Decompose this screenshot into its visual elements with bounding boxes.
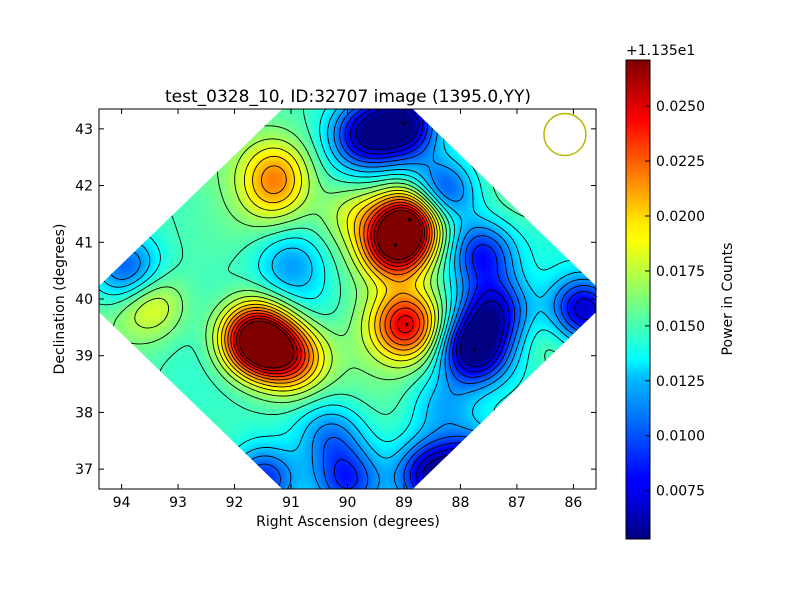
x-tick-label-7: 87	[508, 495, 526, 511]
peak-marker-3	[402, 121, 406, 125]
y-axis-label: Declination (degrees)	[52, 224, 68, 375]
colorbar-tick-label-0: 0.0075	[656, 484, 705, 500]
contour-level-10	[216, 147, 441, 392]
colorbar-tick-label-7: 0.0250	[656, 99, 705, 115]
peak-marker-2	[405, 322, 409, 327]
colorbar-ticks: 0.0075 0.0100 0.0125 0.0150 0.0175 0.0200 0.02…	[645, 99, 705, 500]
peak-markers	[393, 121, 479, 471]
y-tick-label-6: 43	[75, 122, 93, 138]
x-tick-label-4: 90	[339, 495, 357, 511]
colorbar-label: Power in Counts	[720, 243, 736, 356]
x-tick-label-2: 92	[226, 495, 244, 511]
beam-marker	[543, 112, 587, 157]
peak-marker-0	[393, 243, 398, 247]
x-tick-label-3: 91	[282, 495, 300, 511]
peak-marker-1	[408, 217, 412, 222]
y-tick-label-1: 38	[75, 405, 93, 421]
y-tick-label-0: 37	[75, 462, 93, 478]
x-tick-label-6: 88	[452, 495, 470, 511]
contour-level-16	[235, 207, 426, 372]
y-tick-label-4: 41	[75, 235, 93, 251]
contour-level-14	[230, 201, 431, 378]
colorbar-tick-label-2: 0.0125	[656, 374, 705, 390]
contour-level-4	[108, 108, 598, 490]
colorbar	[625, 59, 651, 540]
peak-marker-5	[475, 467, 479, 471]
colorbar-tick-label-4: 0.0175	[656, 264, 705, 280]
peak-marker-4	[472, 348, 477, 352]
x-tick-label-8: 86	[564, 495, 582, 511]
colorbar-offset-label: +1.135e1	[626, 43, 695, 59]
contour-level-9	[134, 138, 444, 397]
x-tick-label-0: 94	[113, 495, 131, 511]
x-axis-ticks: 94 93 92 91 90 89 88 87 86	[113, 109, 582, 511]
colorbar-tick-label-1: 0.0100	[656, 429, 705, 445]
contour-level-17	[238, 210, 423, 369]
colorbar-tick-label-5: 0.0200	[656, 209, 705, 225]
y-tick-label-2: 39	[75, 349, 93, 365]
x-tick-label-1: 93	[169, 495, 187, 511]
contour-level-12	[224, 165, 436, 384]
y-axis-ticks: 37 38 39 40 41 42 43	[75, 122, 596, 478]
contour-level-2	[333, 108, 598, 490]
colorbar-tick-label-6: 0.0225	[656, 154, 705, 170]
x-tick-label-5: 89	[395, 495, 413, 511]
contour-level-15	[233, 204, 428, 375]
contour-level-5	[98, 108, 598, 490]
chart-title: test_0328_10, ID:32707 image (1395.0,YY)	[165, 87, 531, 107]
contour-level-13	[227, 199, 433, 381]
x-axis-label: Right Ascension (degrees)	[256, 514, 440, 530]
y-tick-label-5: 42	[75, 179, 93, 195]
colorbar-tick-label-3: 0.0150	[656, 319, 705, 335]
y-tick-label-3: 40	[75, 292, 93, 308]
contour-level-11	[220, 155, 438, 388]
